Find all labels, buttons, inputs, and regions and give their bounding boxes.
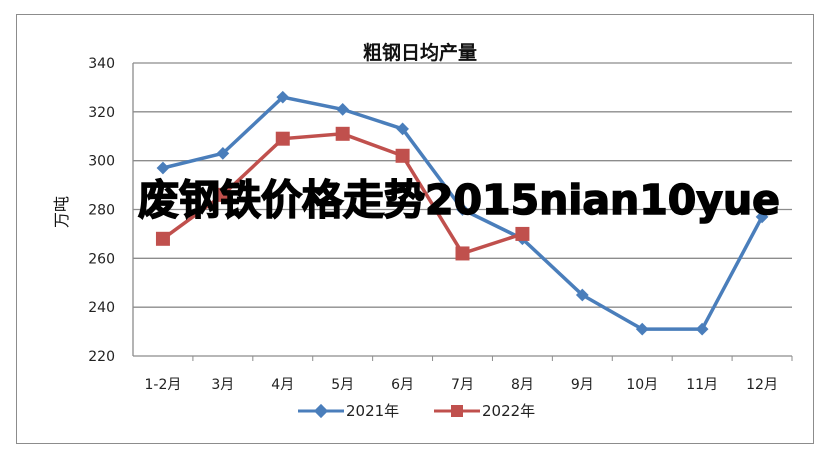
- data-point: [515, 226, 530, 241]
- data-point: [455, 246, 470, 261]
- x-tick-label: 8月: [511, 377, 534, 393]
- legend-marker-2021: [298, 403, 344, 418]
- y-tick-label: 240: [88, 300, 115, 316]
- y-tick-label: 320: [88, 105, 115, 121]
- x-tick-label: 3月: [211, 377, 234, 393]
- legend-item-2022: 2022年: [432, 400, 535, 421]
- data-point: [216, 146, 230, 160]
- x-tick-label: 7月: [451, 377, 474, 393]
- chart-frame: [16, 14, 814, 444]
- y-tick-label: 340: [88, 56, 115, 72]
- x-tick-label: 10月: [626, 377, 658, 393]
- data-point: [156, 161, 170, 175]
- data-point: [215, 187, 230, 202]
- data-point: [395, 148, 410, 163]
- x-tick-label: 9月: [571, 377, 594, 393]
- data-point: [155, 231, 170, 246]
- y-tick-label: 260: [88, 251, 115, 267]
- legend-marker-2022: [434, 404, 480, 417]
- legend-label-2022: 2022年: [482, 402, 536, 420]
- y-tick-label: 220: [88, 349, 115, 365]
- x-tick-label: 5月: [331, 377, 354, 393]
- legend-label-2021: 2021年: [346, 402, 400, 420]
- y-axis-label: 万吨: [52, 196, 71, 229]
- data-point: [336, 103, 350, 116]
- data-point: [456, 203, 469, 216]
- data-point: [396, 122, 409, 136]
- y-tick-label: 300: [88, 154, 115, 170]
- data-point: [695, 322, 709, 336]
- overlay-watermark-text: 废钢铁价格走势2015nian10yue: [137, 175, 781, 225]
- x-tick-label: 4月: [271, 377, 294, 393]
- legend-item-2021: 2021年: [296, 400, 399, 421]
- x-tick-label: 12月: [746, 377, 778, 393]
- data-point: [335, 126, 350, 141]
- y-tick-label: 280: [88, 203, 115, 219]
- data-point: [275, 131, 290, 146]
- data-point: [276, 90, 290, 104]
- x-tick-label: 1-2月: [145, 377, 182, 393]
- chart-title: 粗钢日均产量: [362, 42, 477, 64]
- x-tick-label: 6月: [391, 377, 414, 393]
- x-tick-label: 11月: [686, 377, 718, 393]
